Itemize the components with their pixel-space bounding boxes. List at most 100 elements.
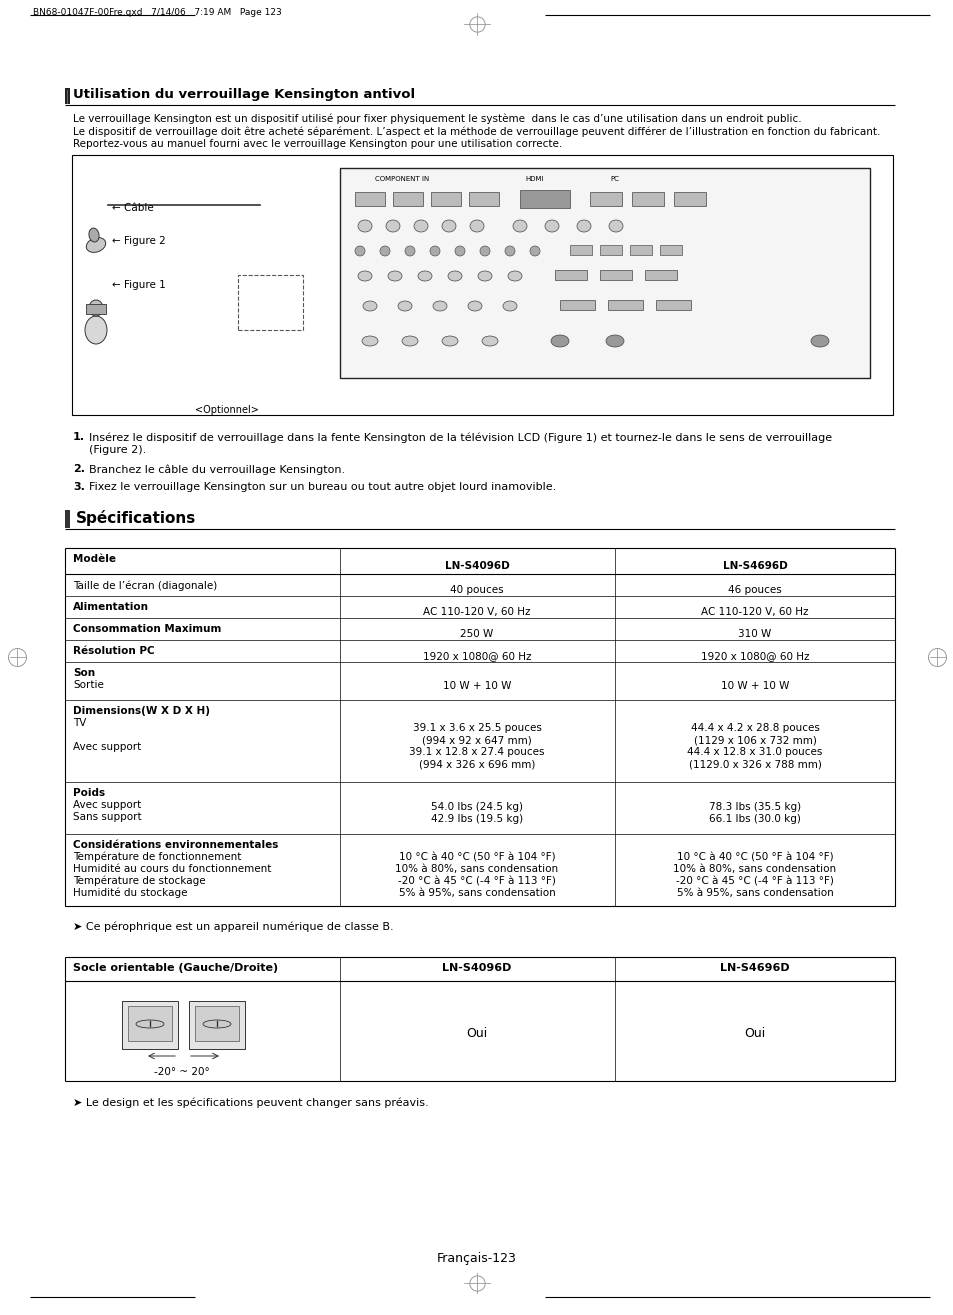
Ellipse shape [417, 271, 432, 281]
Text: Modèle: Modèle [73, 554, 116, 564]
Bar [673, 192, 705, 206]
Text: Le verrouillage Kensington est un dispositif utilisé pour fixer physiquement le : Le verrouillage Kensington est un dispos… [73, 113, 801, 124]
Text: 1920 x 1080@ 60 Hz: 1920 x 1080@ 60 Hz [700, 651, 808, 661]
Text: AC 110-120 V, 60 Hz: AC 110-120 V, 60 Hz [423, 608, 530, 617]
Bar [128, 1006, 172, 1041]
Ellipse shape [433, 301, 447, 312]
Text: Reportez-vous au manuel fourni avec le verrouillage Kensington pour une utilisat: Reportez-vous au manuel fourni avec le v… [73, 139, 561, 149]
Text: Oui: Oui [466, 1027, 487, 1040]
Ellipse shape [455, 246, 464, 256]
Text: Sortie: Sortie [73, 680, 104, 690]
Ellipse shape [89, 227, 99, 242]
Bar [189, 1001, 245, 1049]
Bar [355, 192, 385, 206]
Ellipse shape [363, 301, 376, 312]
Bar [194, 1006, 239, 1041]
Text: Température de stockage: Température de stockage [73, 876, 206, 886]
Ellipse shape [544, 220, 558, 231]
Text: COMPONENT IN: COMPONENT IN [375, 176, 429, 181]
Ellipse shape [441, 337, 457, 346]
Text: TV: TV [73, 718, 87, 729]
Text: Consommation Maximum: Consommation Maximum [73, 625, 221, 634]
Bar [339, 168, 869, 377]
Text: ← Figure 1: ← Figure 1 [112, 280, 166, 291]
Text: Considérations environnementales: Considérations environnementales [73, 840, 278, 849]
Bar [599, 270, 631, 280]
Text: 1920 x 1080@ 60 Hz: 1920 x 1080@ 60 Hz [422, 651, 531, 661]
Bar [629, 245, 651, 255]
Bar [569, 245, 592, 255]
Text: 10% à 80%, sans condensation: 10% à 80%, sans condensation [673, 864, 836, 874]
Ellipse shape [810, 335, 828, 347]
Text: Poids: Poids [73, 788, 105, 798]
Bar [65, 88, 70, 104]
Ellipse shape [430, 246, 439, 256]
Text: Alimentation: Alimentation [73, 602, 149, 611]
Ellipse shape [203, 1020, 231, 1028]
Ellipse shape [608, 220, 622, 231]
Text: HDMI: HDMI [524, 176, 543, 181]
Text: Fixez le verrouillage Kensington sur un bureau ou tout autre objet lourd inamovi: Fixez le verrouillage Kensington sur un … [89, 483, 556, 492]
Ellipse shape [441, 220, 456, 231]
Bar [555, 270, 586, 280]
Text: 3.: 3. [73, 483, 85, 492]
Bar [67, 89, 68, 104]
Text: Avec support: Avec support [73, 800, 141, 810]
Text: LN-S4096D: LN-S4096D [442, 963, 511, 973]
Text: <Optionnel>: <Optionnel> [194, 405, 258, 416]
Text: Son: Son [73, 668, 95, 679]
Text: 39.1 x 12.8 x 27.4 pouces: 39.1 x 12.8 x 27.4 pouces [409, 747, 544, 757]
Text: 310 W: 310 W [738, 629, 771, 639]
Text: 1.: 1. [73, 433, 85, 442]
Ellipse shape [379, 246, 390, 256]
Ellipse shape [89, 300, 103, 316]
Text: Résolution PC: Résolution PC [73, 646, 154, 656]
Text: Oui: Oui [743, 1027, 765, 1040]
Text: 10 °C à 40 °C (50 °F à 104 °F): 10 °C à 40 °C (50 °F à 104 °F) [676, 852, 832, 863]
Text: Taille de l’écran (diagonale): Taille de l’écran (diagonale) [73, 580, 217, 590]
Text: 250 W: 250 W [460, 629, 493, 639]
Text: Spécifications: Spécifications [76, 510, 196, 526]
Bar [644, 270, 677, 280]
Text: 46 pouces: 46 pouces [727, 585, 781, 594]
Text: AC 110-120 V, 60 Hz: AC 110-120 V, 60 Hz [700, 608, 808, 617]
Ellipse shape [401, 337, 417, 346]
Text: Température de fonctionnement: Température de fonctionnement [73, 852, 241, 863]
Text: -20 °C à 45 °C (-4 °F à 113 °F): -20 °C à 45 °C (-4 °F à 113 °F) [676, 876, 833, 886]
Ellipse shape [405, 246, 415, 256]
Text: Utilisation du verrouillage Kensington antivol: Utilisation du verrouillage Kensington a… [73, 88, 415, 101]
Ellipse shape [479, 246, 490, 256]
Bar [65, 510, 70, 529]
Text: 10 W + 10 W: 10 W + 10 W [442, 681, 511, 690]
Text: 66.1 lbs (30.0 kg): 66.1 lbs (30.0 kg) [708, 814, 801, 825]
Text: (1129 x 106 x 732 mm): (1129 x 106 x 732 mm) [693, 735, 816, 746]
Bar [656, 300, 690, 310]
Text: (1129.0 x 326 x 788 mm): (1129.0 x 326 x 788 mm) [688, 759, 821, 769]
Bar [607, 300, 642, 310]
Text: Avec support: Avec support [73, 742, 141, 752]
Ellipse shape [355, 246, 365, 256]
Bar [631, 192, 663, 206]
Bar [589, 192, 621, 206]
Ellipse shape [504, 246, 515, 256]
Ellipse shape [530, 246, 539, 256]
Text: 78.3 lbs (35.5 kg): 78.3 lbs (35.5 kg) [708, 802, 801, 811]
Text: ➤ Le design et les spécifications peuvent changer sans préavis.: ➤ Le design et les spécifications peuven… [73, 1097, 428, 1107]
Text: Humidité au cours du fonctionnement: Humidité au cours du fonctionnement [73, 864, 271, 874]
Text: LN-S4096D: LN-S4096D [444, 562, 509, 571]
Text: Français-123: Français-123 [436, 1252, 517, 1265]
Ellipse shape [477, 271, 492, 281]
Bar [86, 304, 106, 314]
Ellipse shape [448, 271, 461, 281]
Bar [237, 275, 303, 330]
Bar [393, 192, 422, 206]
Text: Socle orientable (Gauche/Droite): Socle orientable (Gauche/Droite) [73, 963, 278, 973]
Ellipse shape [577, 220, 590, 231]
Ellipse shape [357, 271, 372, 281]
Bar [122, 1001, 178, 1049]
Bar [431, 192, 460, 206]
Text: Dimensions(W X D X H): Dimensions(W X D X H) [73, 706, 210, 715]
Text: 44.4 x 12.8 x 31.0 pouces: 44.4 x 12.8 x 31.0 pouces [686, 747, 821, 757]
Bar [469, 192, 498, 206]
Bar [599, 245, 621, 255]
